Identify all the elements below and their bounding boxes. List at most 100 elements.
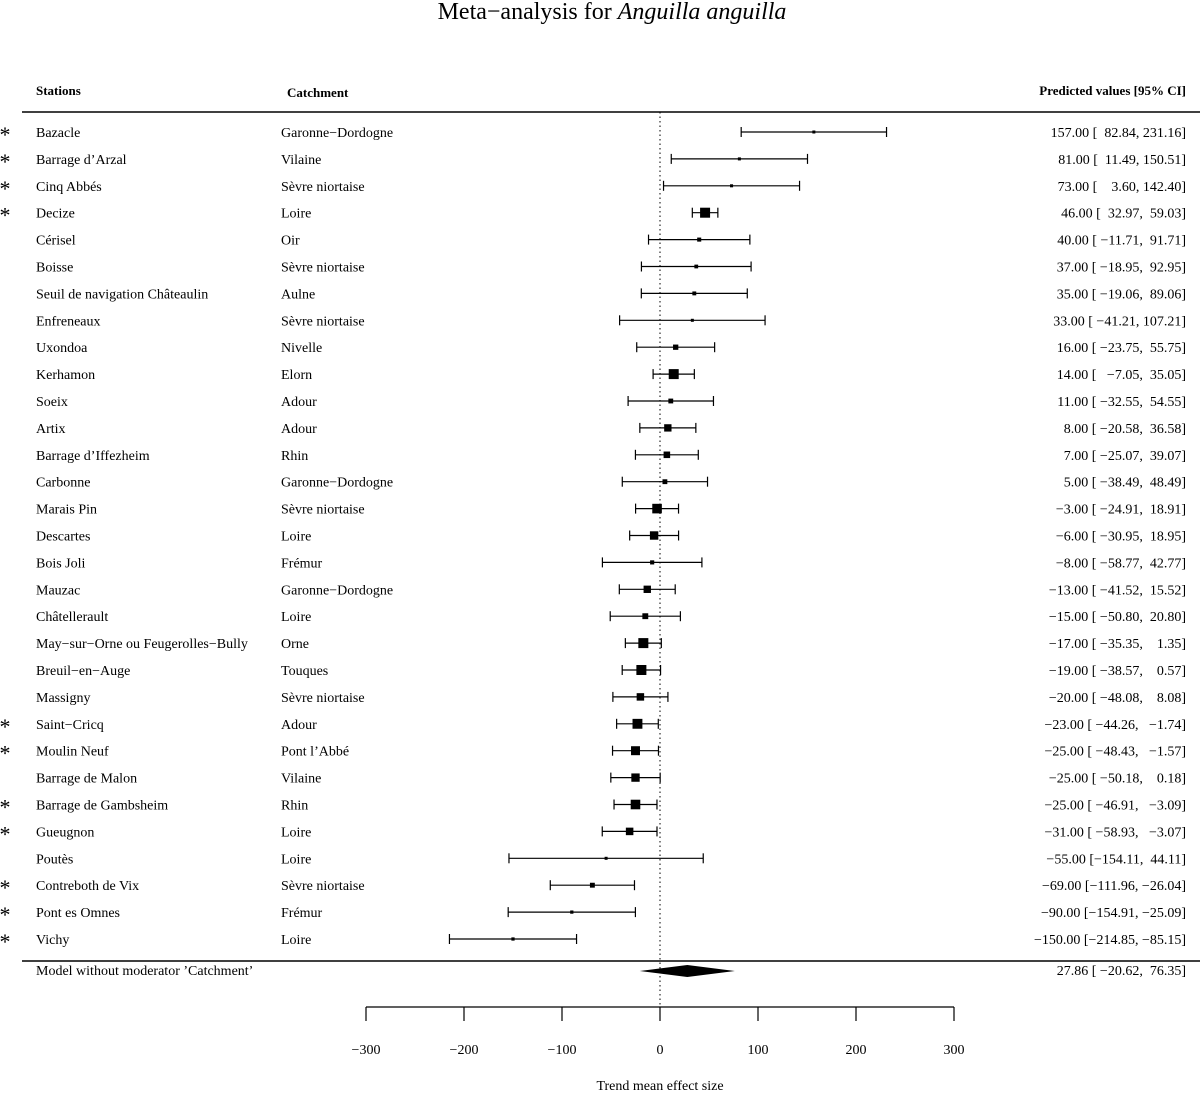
summary-label: Model without moderator ’Catchment’ [36, 964, 253, 979]
station-name: Decize [36, 207, 75, 222]
station-name: Gueugnon [36, 825, 94, 840]
forest-row: Poutès Loire −55.00 [−154.11, 44.11] [36, 852, 1186, 867]
catchment-name: Frémur [281, 556, 323, 571]
forest-row: Bois Joli Frémur −8.00 [ −58.77, 42.77] [36, 556, 1186, 571]
predicted-value: 14.00 [ −7.05, 35.05] [1057, 368, 1186, 383]
catchment-name: Sèvre niortaise [281, 691, 365, 706]
chart-title-prefix: Meta−analysis for [438, 0, 618, 25]
catchment-name: Sèvre niortaise [281, 879, 365, 894]
station-name: Poutès [36, 852, 73, 867]
station-name: Massigny [36, 691, 90, 706]
predicted-value: −69.00 [−111.96, −26.04] [1042, 879, 1186, 894]
significance-marker: * [0, 176, 11, 201]
point-estimate [663, 451, 671, 459]
point-estimate [630, 799, 641, 810]
catchment-name: Aulne [281, 287, 315, 302]
x-tick-label: −100 [548, 1043, 577, 1058]
forest-row: Enfreneaux Sèvre niortaise 33.00 [ −41.21,… [36, 314, 1186, 329]
predicted-value: 11.00 [ −32.55, 54.55] [1057, 395, 1186, 410]
forest-row: Descartes Loire −6.00 [ −30.95, 18.95] [36, 530, 1186, 545]
forest-row: * Contreboth de Vix Sèvre niortaise −69.00 … [0, 875, 1186, 900]
station-name: Moulin Neuf [36, 745, 109, 760]
point-estimate [652, 503, 662, 514]
point-estimate [668, 369, 679, 380]
station-name: Artix [36, 422, 66, 437]
forest-row: Barrage de Malon Vilaine −25.00 [ −50.18, … [36, 772, 1186, 787]
forest-row: * Decize Loire 46.00 [ 32.97, 59.03] [0, 203, 1186, 228]
header-predicted: Predicted values [95% CI] [1039, 83, 1186, 98]
forest-row: * Barrage d’Arzal Vilaine 81.00 [ 11.49, 15… [0, 149, 1186, 174]
predicted-value: −17.00 [ −35.35, 1.35] [1049, 637, 1186, 652]
catchment-name: Garonne−Dordogne [281, 126, 393, 141]
catchment-name: Sèvre niortaise [281, 180, 365, 195]
forest-row: * Moulin Neuf Pont l’Abbé −25.00 [ −48.43, … [0, 741, 1186, 766]
forest-row: Breuil−en−Auge Touques −19.00 [ −38.57, 0.… [36, 664, 1186, 679]
station-name: Cinq Abbés [36, 180, 102, 195]
forest-row: Soeix Adour 11.00 [ −32.55, 54.55] [36, 395, 1186, 410]
catchment-name: Loire [281, 207, 311, 222]
catchment-name: Orne [281, 637, 309, 652]
significance-marker: * [0, 122, 11, 147]
predicted-value: −20.00 [ −48.08, 8.08] [1049, 691, 1186, 706]
catchment-name: Rhin [281, 449, 308, 464]
forest-row: Marais Pin Sèvre niortaise −3.00 [ −24.91,… [36, 503, 1186, 518]
predicted-value: −15.00 [ −50.80, 20.80] [1049, 610, 1186, 625]
predicted-value: 35.00 [ −19.06, 89.06] [1057, 287, 1186, 302]
point-estimate [511, 937, 515, 941]
catchment-name: Loire [281, 530, 311, 545]
header-catchment: Catchment [287, 85, 349, 100]
point-estimate [690, 318, 694, 322]
forest-row: Boisse Sèvre niortaise 37.00 [ −18.95, 92.… [36, 261, 1186, 276]
catchment-name: Loire [281, 610, 311, 625]
predicted-value: −6.00 [ −30.95, 18.95] [1056, 530, 1186, 545]
station-name: May−sur−Orne ou Feugerolles−Bully [36, 637, 248, 652]
point-estimate [650, 560, 655, 565]
predicted-value: 46.00 [ 32.97, 59.03] [1061, 207, 1186, 222]
catchment-name: Garonne−Dordogne [281, 583, 393, 598]
station-name: Châtellerault [36, 610, 108, 625]
point-estimate [642, 613, 649, 620]
x-tick-label: 300 [944, 1043, 965, 1058]
catchment-name: Loire [281, 852, 311, 867]
x-tick-label: 0 [657, 1043, 664, 1058]
significance-marker: * [0, 821, 11, 846]
predicted-value: 33.00 [ −41.21, 107.21] [1053, 314, 1186, 329]
summary-diamond [639, 965, 735, 977]
catchment-name: Rhin [281, 799, 308, 814]
point-estimate [570, 910, 574, 914]
catchment-name: Garonne−Dordogne [281, 476, 393, 491]
x-axis-label: Trend mean effect size [596, 1079, 723, 1093]
point-estimate [694, 264, 699, 269]
catchment-name: Nivelle [281, 341, 322, 356]
catchment-name: Touques [281, 664, 328, 679]
station-name: Saint−Cricq [36, 718, 104, 733]
catchment-name: Oir [281, 234, 300, 249]
point-estimate [730, 184, 734, 188]
predicted-value: 5.00 [ −38.49, 48.49] [1064, 476, 1186, 491]
point-estimate [589, 882, 595, 888]
point-estimate [636, 693, 645, 701]
chart-title-species: Anguilla anguilla [616, 0, 787, 25]
significance-marker: * [0, 741, 11, 766]
point-estimate [631, 746, 640, 756]
station-name: Marais Pin [36, 503, 97, 518]
catchment-name: Frémur [281, 906, 323, 921]
predicted-value: 7.00 [ −25.07, 39.07] [1064, 449, 1186, 464]
point-estimate [700, 207, 711, 218]
point-estimate [625, 827, 634, 836]
significance-marker: * [0, 902, 11, 927]
point-estimate [636, 665, 647, 675]
catchment-name: Sèvre niortaise [281, 503, 365, 518]
significance-marker: * [0, 149, 11, 174]
catchment-name: Sèvre niortaise [281, 314, 365, 329]
forest-row: Seuil de navigation Châteaulin Aulne 35.00… [36, 287, 1186, 302]
summary-value: 27.86 [ −20.62, 76.35] [1057, 964, 1186, 979]
point-estimate [662, 479, 668, 485]
forest-row: May−sur−Orne ou Feugerolles−Bully Orne −17… [36, 637, 1186, 652]
station-name: Soeix [36, 395, 68, 410]
point-estimate [643, 585, 651, 593]
predicted-value: −3.00 [ −24.91, 18.91] [1056, 503, 1186, 518]
predicted-value: −55.00 [−154.11, 44.11] [1046, 852, 1186, 867]
catchment-name: Loire [281, 825, 311, 840]
